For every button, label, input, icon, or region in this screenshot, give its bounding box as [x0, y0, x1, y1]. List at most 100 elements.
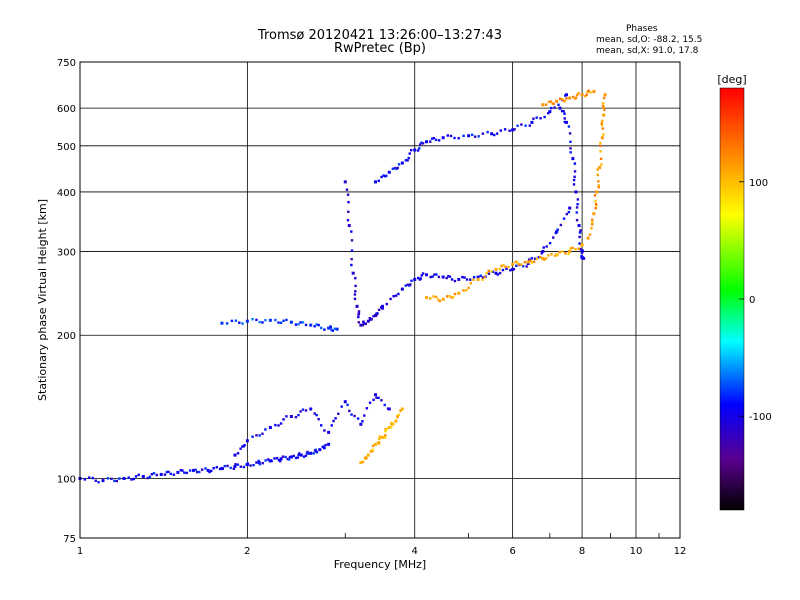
data-point — [268, 459, 272, 463]
data-point — [574, 96, 578, 100]
data-point — [243, 443, 246, 447]
data-point — [413, 148, 417, 152]
data-point — [441, 297, 445, 301]
data-point — [541, 103, 545, 107]
data-point — [421, 142, 425, 145]
data-point — [279, 459, 282, 463]
data-point — [453, 279, 457, 283]
data-point — [258, 462, 262, 466]
data-point — [545, 245, 548, 248]
data-point — [340, 405, 343, 408]
data-point — [596, 173, 599, 177]
data-point — [242, 445, 245, 448]
data-point — [600, 122, 603, 125]
trace-f1-cusp-o — [343, 180, 384, 327]
data-point — [315, 323, 318, 326]
data-point — [472, 278, 475, 281]
data-point — [141, 474, 145, 478]
data-point — [343, 400, 347, 404]
data-point — [404, 284, 407, 287]
data-point — [479, 274, 482, 278]
data-point — [556, 228, 559, 231]
data-point — [322, 445, 325, 448]
data-point — [268, 425, 272, 429]
data-point — [573, 162, 577, 165]
data-point — [441, 136, 445, 140]
data-point — [577, 92, 580, 95]
x-tick-label: 1 — [77, 546, 83, 557]
data-point — [362, 320, 365, 323]
data-point — [416, 149, 420, 152]
data-point — [602, 133, 605, 136]
data-point — [368, 401, 372, 404]
data-point — [350, 239, 354, 242]
data-point — [152, 472, 156, 475]
data-point — [251, 435, 254, 438]
data-point — [377, 442, 381, 445]
data-point — [94, 479, 97, 482]
data-point — [234, 319, 238, 322]
data-point — [573, 175, 576, 179]
data-point — [595, 190, 599, 194]
data-point — [285, 415, 288, 418]
data-point — [410, 148, 413, 152]
data-point — [591, 218, 594, 221]
data-point — [212, 466, 215, 470]
data-point — [490, 270, 493, 273]
phases-heading: Phases — [626, 24, 658, 34]
data-point — [289, 455, 293, 459]
data-point — [370, 318, 373, 321]
data-point — [377, 396, 380, 400]
data-point — [490, 132, 494, 136]
data-point — [397, 413, 400, 417]
data-point — [563, 112, 566, 115]
data-point — [397, 163, 401, 166]
data-point — [399, 409, 402, 412]
data-point — [432, 295, 435, 298]
data-point — [330, 328, 333, 332]
trace-low-f-trace — [220, 317, 339, 332]
data-point — [261, 321, 264, 324]
data-points — [78, 89, 607, 484]
data-point — [323, 429, 326, 432]
data-point — [487, 272, 491, 275]
trace-f2-cusp-o — [558, 106, 586, 260]
data-point — [281, 455, 285, 458]
data-point — [364, 322, 368, 326]
data-point — [470, 133, 474, 136]
data-point — [361, 323, 365, 327]
data-point — [567, 125, 571, 128]
data-point — [526, 260, 530, 264]
data-point — [416, 276, 420, 280]
data-point — [569, 151, 572, 154]
data-point — [589, 91, 592, 94]
data-point — [229, 466, 232, 470]
data-point — [513, 128, 516, 131]
data-point — [572, 178, 576, 182]
data-point — [353, 293, 357, 296]
plot-frame — [79, 61, 681, 539]
data-point — [596, 168, 599, 171]
data-point — [371, 448, 375, 451]
data-point — [543, 115, 546, 119]
data-point — [239, 447, 242, 450]
data-point — [377, 308, 381, 312]
data-point — [304, 409, 308, 412]
data-point — [568, 96, 572, 100]
data-point — [292, 454, 295, 458]
colorbar-tick-label: 0 — [749, 295, 755, 306]
data-point — [195, 470, 199, 474]
data-point — [491, 270, 495, 274]
data-point — [257, 461, 261, 465]
data-point — [577, 247, 580, 250]
trace-es-spread-x- — [359, 407, 404, 465]
data-point — [368, 317, 372, 320]
data-point — [286, 457, 289, 461]
data-point — [555, 99, 559, 103]
data-point — [569, 247, 572, 250]
data-point — [420, 141, 423, 144]
data-point — [304, 323, 308, 327]
data-point — [571, 246, 574, 250]
x-tick-label: 10 — [630, 546, 643, 557]
data-point — [277, 424, 280, 427]
